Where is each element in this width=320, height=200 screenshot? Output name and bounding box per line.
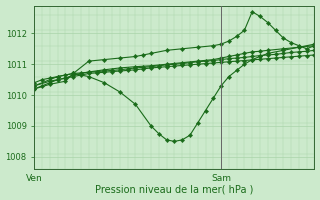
- X-axis label: Pression niveau de la mer( hPa ): Pression niveau de la mer( hPa ): [95, 184, 253, 194]
